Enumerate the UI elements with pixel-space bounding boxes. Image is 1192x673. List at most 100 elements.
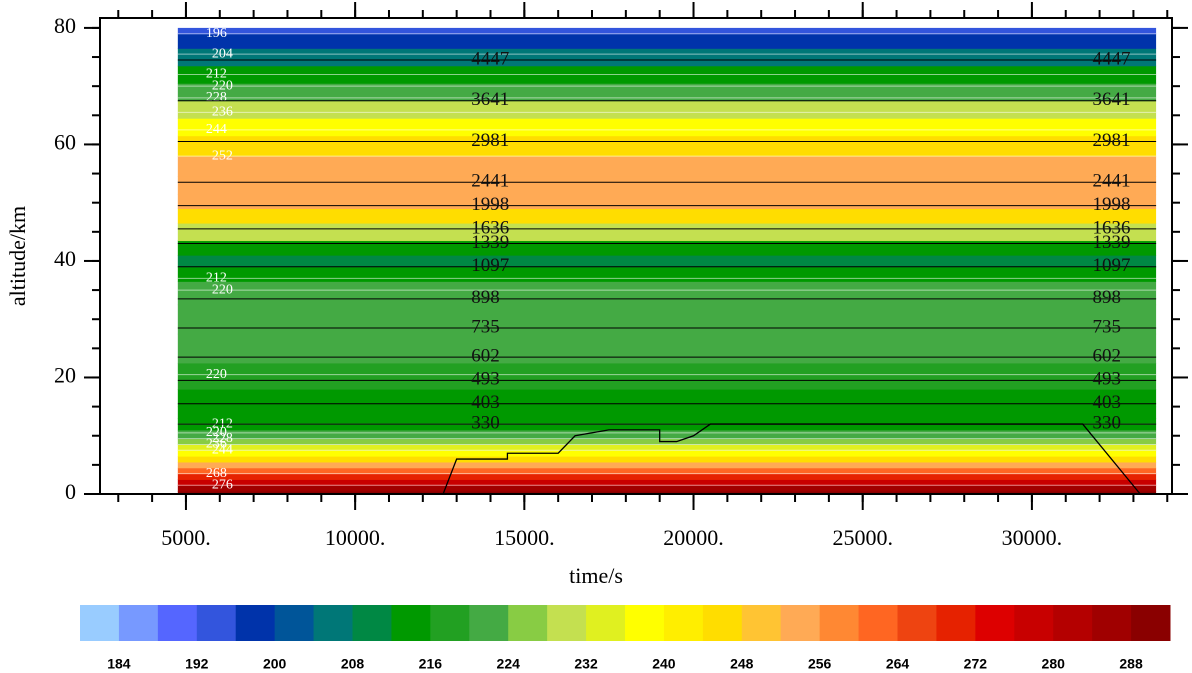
field-band bbox=[177, 461, 1157, 469]
colorbar-tick-label: 184 bbox=[107, 656, 131, 672]
colorbar-cell bbox=[741, 605, 782, 641]
contour-label: 1636 bbox=[1093, 217, 1131, 238]
isotherm-label: 236 bbox=[206, 437, 227, 452]
colorbar-cell bbox=[469, 605, 509, 641]
isotherm-label: 228 bbox=[206, 90, 227, 105]
colorbar-cell bbox=[196, 605, 237, 641]
contour-label: 3641 bbox=[471, 89, 509, 110]
colorbar-tick-label: 192 bbox=[185, 656, 209, 672]
isotherm-label: 276 bbox=[212, 477, 233, 492]
boundary-line bbox=[442, 423, 1141, 495]
contour-label: 330 bbox=[471, 412, 500, 433]
y-tick-label: 20 bbox=[54, 363, 76, 388]
field-band bbox=[177, 240, 1157, 256]
contour-label: 1339 bbox=[1093, 232, 1131, 253]
field-band bbox=[177, 479, 1157, 486]
colorbar-tick-label: 256 bbox=[808, 656, 832, 672]
field-band bbox=[177, 444, 1157, 451]
colorbar-cell bbox=[430, 605, 470, 641]
y-axis-label: altitude/km bbox=[5, 206, 30, 306]
colorbar-cell bbox=[1131, 605, 1171, 641]
isotherm-label: 244 bbox=[212, 443, 233, 458]
contour-label: 602 bbox=[1093, 345, 1122, 366]
field-band bbox=[177, 389, 1157, 408]
colorbar-cell bbox=[936, 605, 976, 641]
contour-label: 1998 bbox=[1093, 194, 1131, 215]
contour-label: 3641 bbox=[1093, 89, 1131, 110]
contour-label: 1998 bbox=[471, 194, 509, 215]
contour-label: 1339 bbox=[471, 232, 509, 253]
contour-label: 1097 bbox=[1093, 255, 1131, 276]
colorbar-tick-label: 200 bbox=[263, 656, 287, 672]
colorbar-cell bbox=[508, 605, 548, 641]
field-band bbox=[177, 255, 1157, 268]
colorbar-cell bbox=[1092, 605, 1132, 641]
colorbar-tick-label: 224 bbox=[497, 656, 521, 672]
field-band bbox=[177, 100, 1157, 119]
colorbar-cell bbox=[157, 605, 198, 641]
isotherm-label: 220 bbox=[206, 367, 227, 382]
colorbar-tick-label: 232 bbox=[574, 656, 598, 672]
plot-frame bbox=[99, 17, 1173, 495]
colorbar-cell bbox=[313, 605, 353, 641]
contour-label: 403 bbox=[1093, 392, 1122, 413]
x-tick-label: 20000. bbox=[663, 525, 724, 550]
colorbar-cell bbox=[897, 605, 937, 641]
colorbar-tick-label: 272 bbox=[964, 656, 988, 672]
colorbar-cell bbox=[780, 605, 821, 641]
isotherm-label: 196 bbox=[206, 26, 227, 41]
isotherm-label: 220 bbox=[206, 425, 227, 440]
x-tick-label: 30000. bbox=[1002, 525, 1063, 550]
isotherm-label: 212 bbox=[206, 67, 227, 82]
colorbar-tick-label: 288 bbox=[1119, 656, 1143, 672]
field-band bbox=[177, 193, 1157, 210]
contour-label: 330 bbox=[1093, 412, 1122, 433]
contour-label: 2981 bbox=[471, 130, 509, 151]
contour-label: 4447 bbox=[471, 48, 509, 69]
colorbar-cell bbox=[819, 605, 860, 641]
contour-label: 493 bbox=[471, 369, 500, 390]
contour-label: 4447 bbox=[1093, 48, 1131, 69]
colorbar-cell bbox=[547, 605, 587, 641]
field-band bbox=[177, 473, 1157, 480]
isotherm-label: 252 bbox=[212, 148, 233, 163]
contour-label: 403 bbox=[471, 392, 500, 413]
field-band bbox=[177, 450, 1157, 457]
contour-label: 735 bbox=[1093, 316, 1122, 337]
colorbar-cell bbox=[586, 605, 626, 641]
contour-label: 1636 bbox=[471, 217, 509, 238]
field-band bbox=[177, 333, 1157, 364]
contour-label: 2441 bbox=[1093, 171, 1131, 192]
colorbar-tick-label: 240 bbox=[652, 656, 676, 672]
colorbar-cell bbox=[625, 605, 665, 641]
colorbar-cell bbox=[1053, 605, 1093, 641]
colorbar-cell bbox=[352, 605, 392, 641]
colorbar-tick-label: 280 bbox=[1042, 656, 1066, 672]
field-band bbox=[177, 156, 1157, 177]
y-tick-label: 0 bbox=[65, 479, 76, 504]
colorbar-cell bbox=[274, 605, 315, 641]
field-band bbox=[177, 406, 1157, 419]
field-band bbox=[177, 456, 1157, 463]
contour-label: 898 bbox=[1093, 287, 1122, 308]
y-tick-label: 60 bbox=[54, 129, 76, 154]
contour-label: 2441 bbox=[471, 171, 509, 192]
colorbar-cell bbox=[702, 605, 743, 641]
colorbar-tick-label: 216 bbox=[419, 656, 443, 672]
x-tick-label: 10000. bbox=[325, 525, 386, 550]
field-band bbox=[177, 208, 1157, 224]
contour-label: 493 bbox=[1093, 369, 1122, 390]
isotherm-label: 268 bbox=[206, 466, 227, 481]
colorbar-tick-label: 248 bbox=[730, 656, 754, 672]
colorbar-cell bbox=[975, 605, 1015, 641]
isotherm-label: 220 bbox=[212, 78, 233, 93]
colorbar-cell bbox=[235, 605, 276, 641]
isotherm-label: 228 bbox=[212, 431, 233, 446]
field-band bbox=[177, 223, 1157, 242]
isotherm-label: 244 bbox=[206, 122, 227, 137]
colorbar-tick-label: 208 bbox=[341, 656, 365, 672]
x-tick-label: 15000. bbox=[494, 525, 555, 550]
isotherm-label: 212 bbox=[206, 271, 227, 286]
colorbar-cell bbox=[118, 605, 159, 641]
